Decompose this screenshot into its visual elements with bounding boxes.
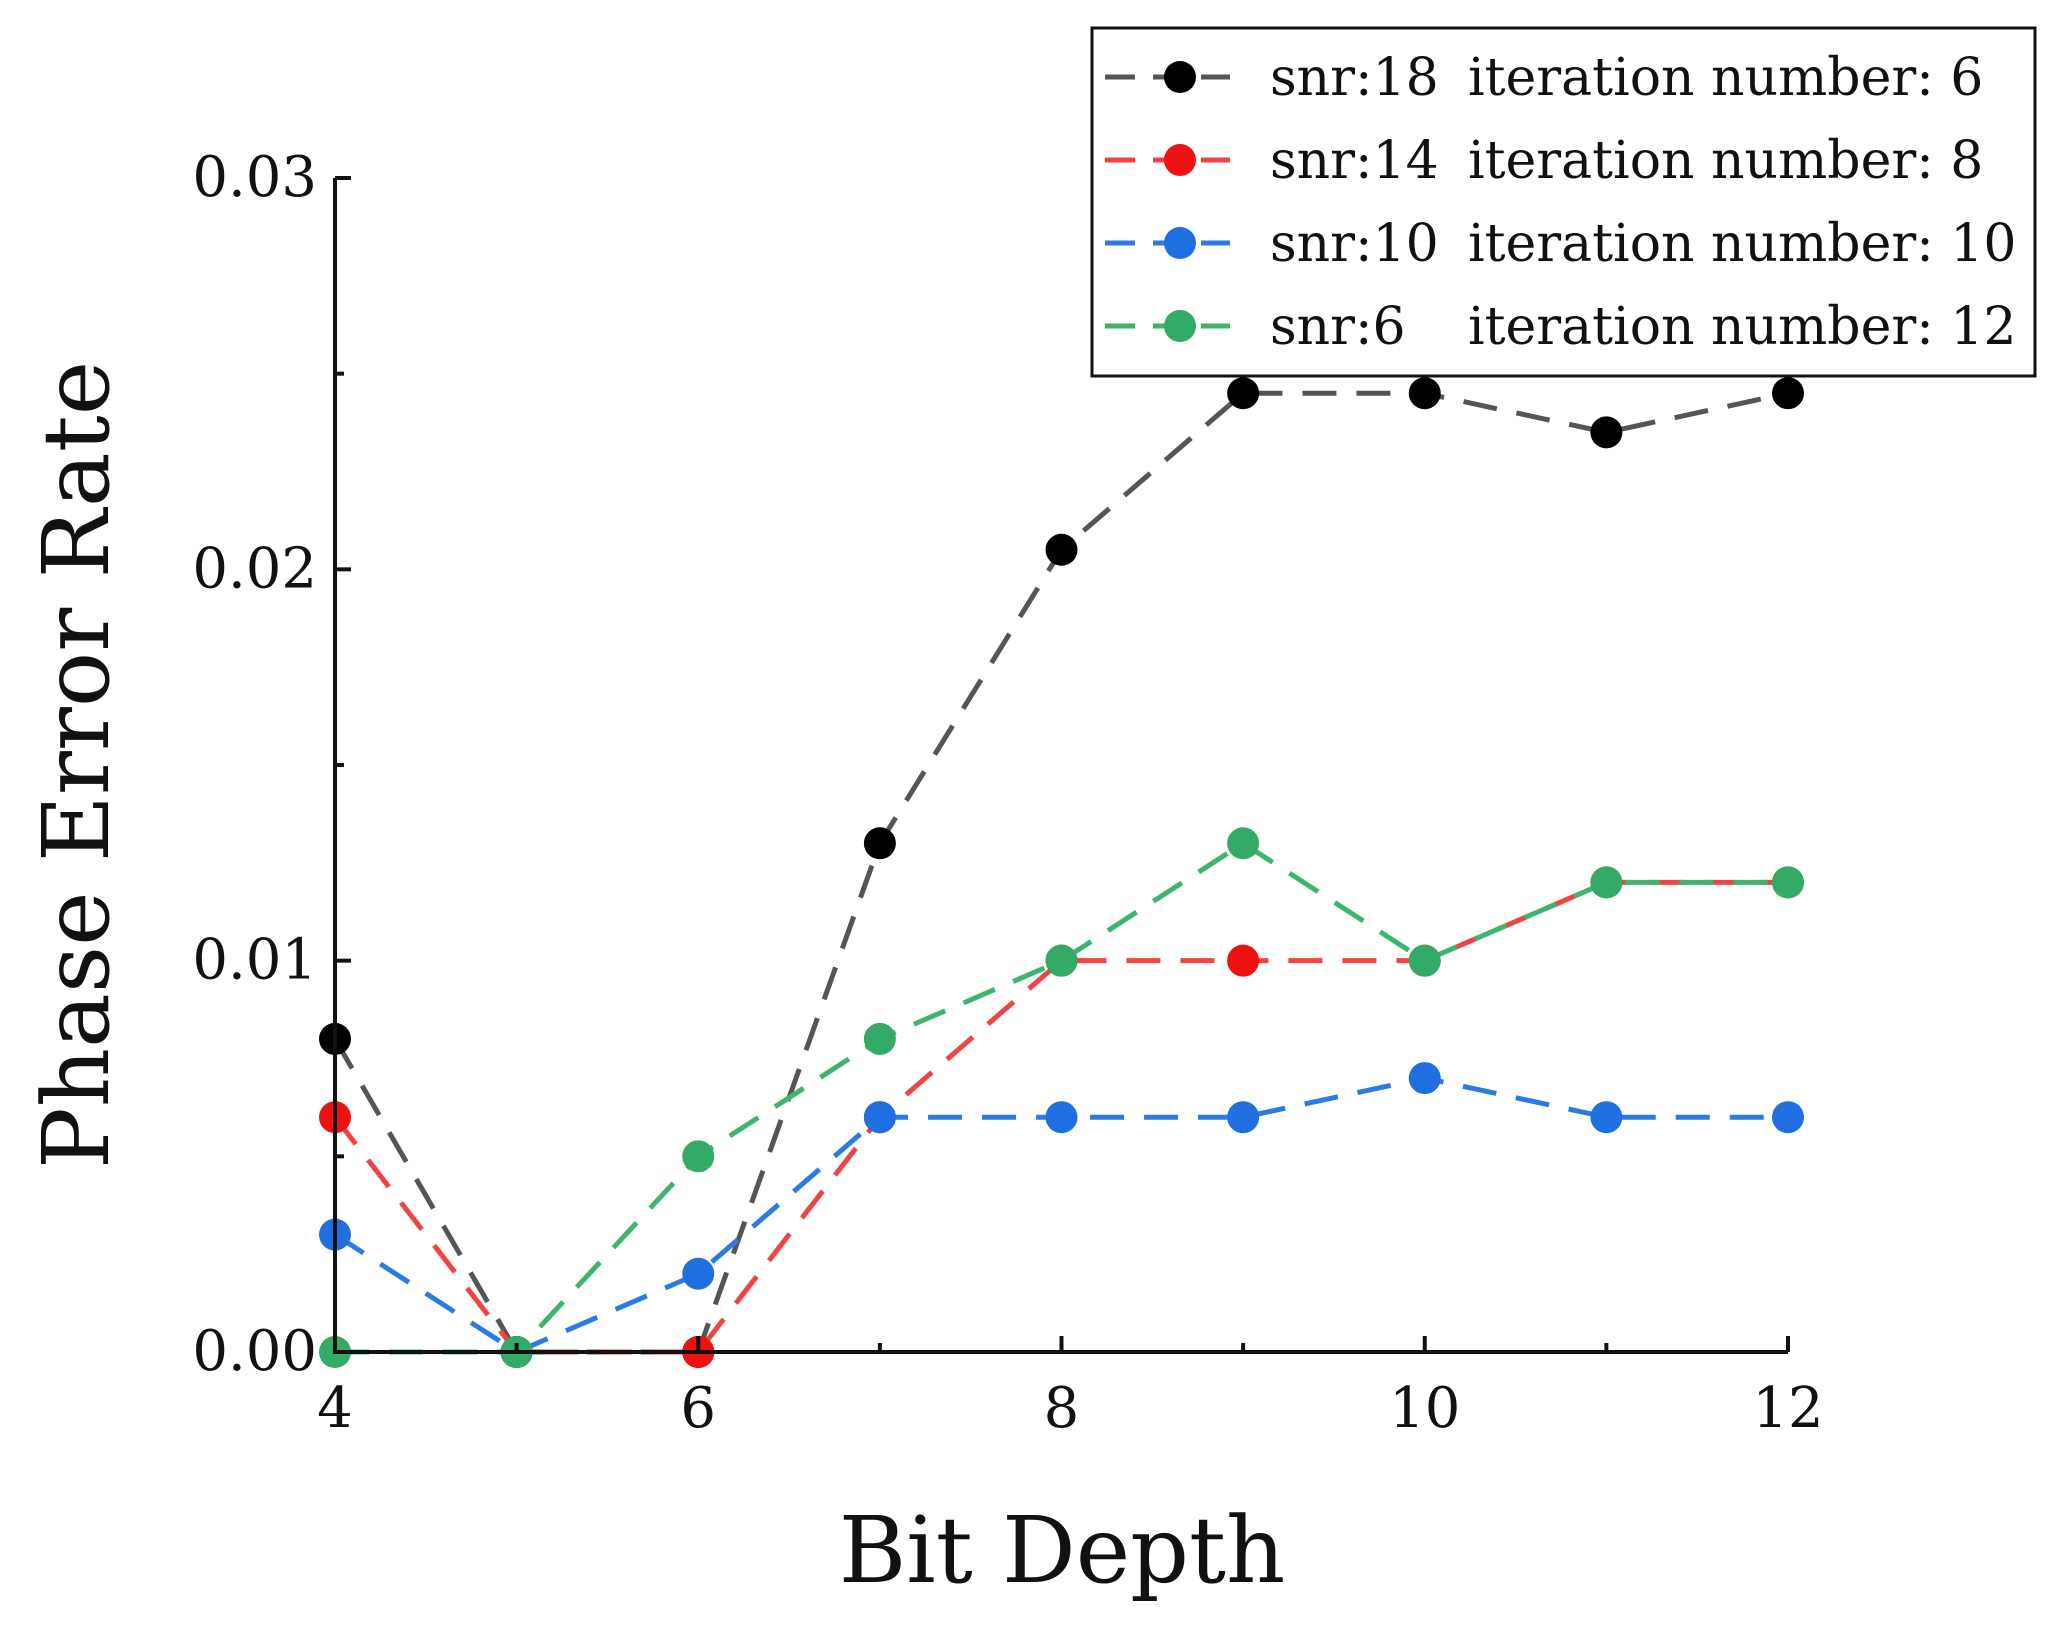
data-point xyxy=(682,1140,715,1173)
x-tick-label: 4 xyxy=(317,1376,353,1441)
legend-iteration-label: iteration number: 10 xyxy=(1468,214,2016,274)
data-point xyxy=(1590,1101,1623,1134)
legend-box xyxy=(1090,26,2037,378)
series-snr-6 xyxy=(319,827,1804,1368)
series-line xyxy=(335,840,1788,1355)
legend-marker xyxy=(1164,61,1196,93)
x-tick-label: 12 xyxy=(1752,1376,1823,1441)
data-point xyxy=(863,827,896,860)
legend-iteration-label: iteration number: 8 xyxy=(1468,131,1983,191)
y-tick-label: 0.01 xyxy=(192,928,317,993)
data-point xyxy=(1227,377,1260,410)
data-point xyxy=(1045,1101,1078,1134)
data-point xyxy=(1590,416,1623,449)
y-tick-label: 0.02 xyxy=(192,536,317,601)
data-point xyxy=(1227,827,1260,860)
legend-snr-label: snr:10 xyxy=(1270,214,1439,274)
data-point xyxy=(1045,533,1078,566)
ticks: 0.00 0.01 0.02 0.03 4 6 8 10 12 xyxy=(192,145,1823,1441)
y-tick-label: 0.00 xyxy=(192,1319,317,1384)
x-tick-label: 10 xyxy=(1389,1376,1460,1441)
data-point xyxy=(1045,944,1078,977)
x-tick-label: 8 xyxy=(1044,1376,1080,1441)
y-axis-title: Phase Error Rate xyxy=(23,361,130,1169)
legend-marker xyxy=(1164,310,1196,342)
legend-entry: snr:14 iteration number: 8 xyxy=(1105,131,1983,191)
data-point xyxy=(1227,1101,1260,1134)
data-point xyxy=(1590,866,1623,899)
data-point xyxy=(1408,1062,1441,1095)
legend-iteration-label: iteration number: 6 xyxy=(1468,48,1983,108)
x-tick-label: 6 xyxy=(680,1376,716,1441)
data-point xyxy=(1772,866,1804,899)
legend-snr-label: snr:14 xyxy=(1270,131,1439,191)
series-layer xyxy=(319,377,1804,1368)
legend: snr:18 iteration number: 6 snr:14 iteration… xyxy=(1090,26,2037,378)
legend-entry: snr:10 iteration number: 10 xyxy=(1105,214,2016,274)
data-point xyxy=(863,1022,896,1055)
data-point xyxy=(1408,377,1441,410)
legend-entry: snr:18 iteration number: 6 xyxy=(1105,48,1983,108)
data-point xyxy=(1772,377,1804,410)
legend-marker xyxy=(1164,144,1196,176)
legend-snr-label: snr:6 xyxy=(1270,297,1406,357)
legend-snr-label: snr:18 xyxy=(1270,48,1439,108)
y-tick-label: 0.03 xyxy=(192,145,317,210)
data-point xyxy=(1772,1101,1804,1134)
legend-entry: snr:6 iteration number: 12 xyxy=(1105,297,2016,357)
series-snr-18 xyxy=(319,377,1804,1368)
legend-marker xyxy=(1164,227,1196,259)
x-axis-title: Bit Depth xyxy=(839,1497,1286,1604)
legend-iteration-label: iteration number: 12 xyxy=(1468,297,2016,357)
data-point xyxy=(1408,944,1441,977)
data-point xyxy=(682,1257,715,1290)
data-point xyxy=(1227,944,1260,977)
data-point xyxy=(863,1101,896,1134)
